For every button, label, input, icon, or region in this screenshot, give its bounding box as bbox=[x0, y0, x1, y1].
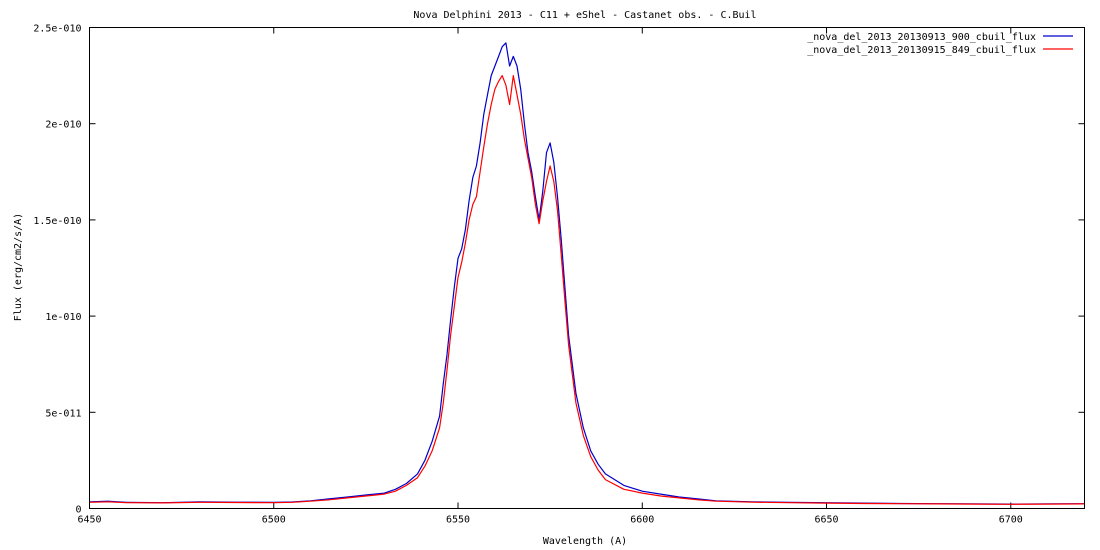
x-tick-label: 6450 bbox=[77, 515, 101, 526]
y-tick-label: 2.5e-010 bbox=[33, 24, 81, 35]
x-tick-label: 6550 bbox=[446, 515, 470, 526]
y-tick-label: 1e-010 bbox=[45, 312, 81, 323]
chart-title: Nova Delphini 2013 - C11 + eShel - Casta… bbox=[413, 10, 756, 21]
plot-frame bbox=[89, 27, 1085, 509]
y-axis-label: Flux (erg/cm2/s/A) bbox=[13, 213, 24, 321]
y-tick-label: 0 bbox=[75, 505, 81, 516]
axis-ticks: 6450 6500 6550 6600 6650 6700 0 5e-011 1e-010 1.5… bbox=[33, 24, 1085, 526]
y-tick-label: 5e-011 bbox=[45, 408, 81, 419]
x-tick-label: 6650 bbox=[814, 515, 838, 526]
x-axis-label: Wavelength (A) bbox=[543, 536, 627, 547]
x-tick-label: 6600 bbox=[630, 515, 654, 526]
legend-label-1: _nova_del_2013_20130913_900_cbuil_flux bbox=[807, 32, 1036, 43]
x-tick-label: 6500 bbox=[262, 515, 286, 526]
y-tick-label: 2e-010 bbox=[45, 120, 81, 131]
series-line-2 bbox=[89, 74, 1085, 505]
legend: _nova_del_2013_20130913_900_cbuil_flux _n… bbox=[807, 32, 1073, 56]
series-line-1 bbox=[89, 42, 1085, 505]
y-tick-label: 1.5e-010 bbox=[33, 216, 81, 227]
x-tick-label: 6700 bbox=[999, 515, 1023, 526]
plot-series bbox=[89, 42, 1085, 505]
legend-label-2: _nova_del_2013_20130915_849_cbuil_flux bbox=[807, 45, 1036, 56]
